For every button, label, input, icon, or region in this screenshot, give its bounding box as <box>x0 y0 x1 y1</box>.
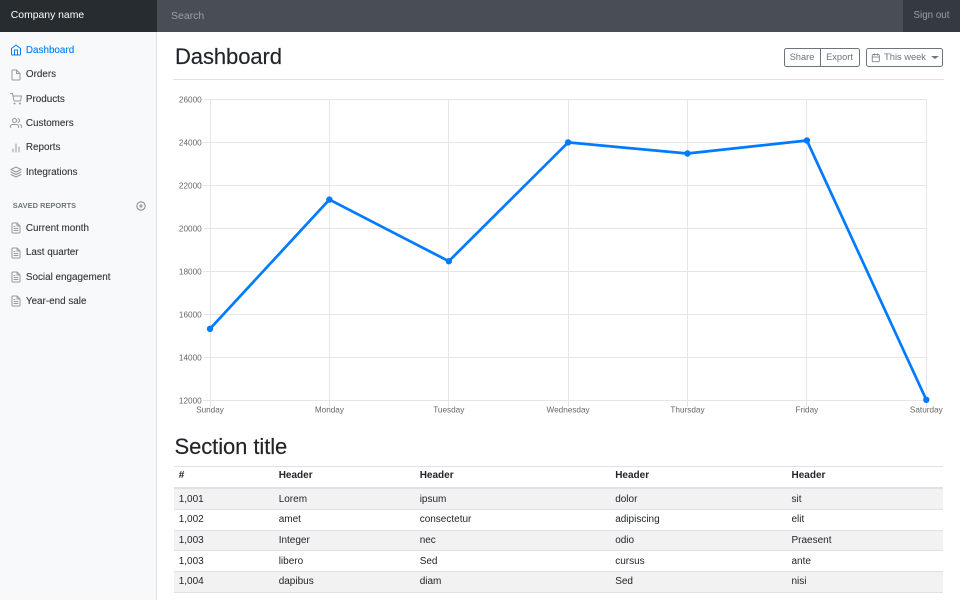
svg-text:20000: 20000 <box>179 224 202 233</box>
svg-text:12000: 12000 <box>179 397 202 406</box>
svg-text:Thursday: Thursday <box>670 406 705 415</box>
svg-text:22000: 22000 <box>179 181 202 190</box>
svg-text:14000: 14000 <box>179 354 202 363</box>
svg-text:Monday: Monday <box>315 406 345 415</box>
svg-text:Sunday: Sunday <box>196 406 225 415</box>
svg-text:Saturday: Saturday <box>910 406 944 415</box>
svg-text:18000: 18000 <box>179 267 202 276</box>
svg-text:Friday: Friday <box>796 406 820 415</box>
svg-text:16000: 16000 <box>179 310 202 319</box>
svg-text:24000: 24000 <box>179 138 202 147</box>
svg-text:26000: 26000 <box>179 95 202 104</box>
svg-text:Wednesday: Wednesday <box>547 406 591 415</box>
svg-text:Tuesday: Tuesday <box>433 406 465 415</box>
